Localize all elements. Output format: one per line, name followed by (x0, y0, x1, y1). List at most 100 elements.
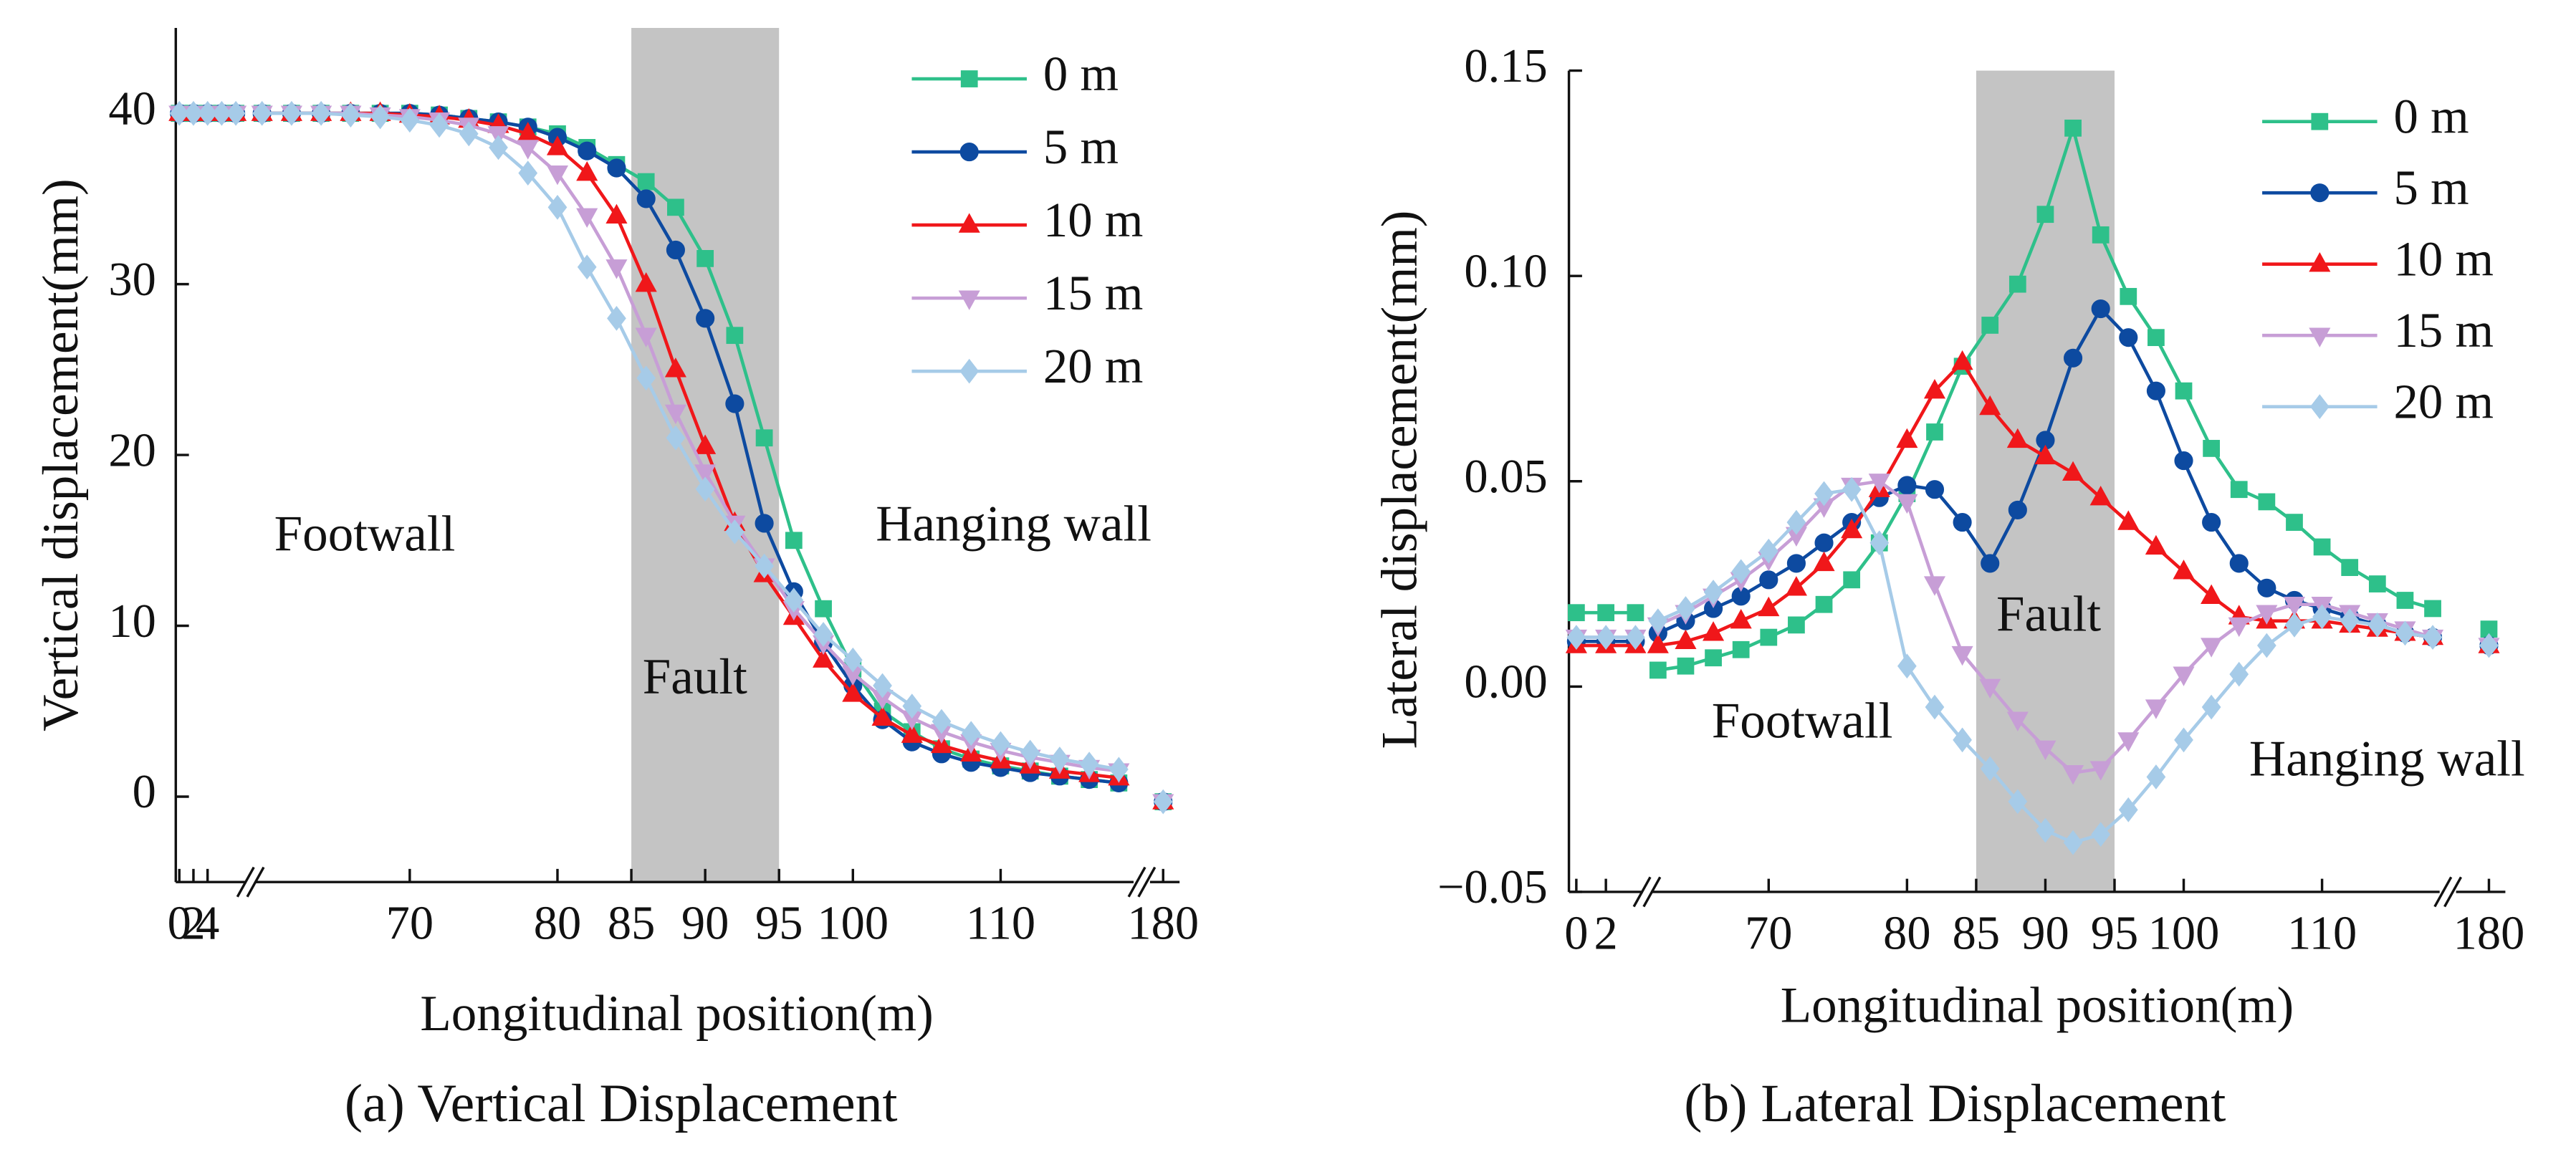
marker (694, 434, 717, 454)
marker (2036, 817, 2055, 843)
marker (2118, 797, 2138, 822)
marker (2201, 584, 2223, 604)
x-tick-label: 80 (534, 898, 581, 950)
marker (664, 404, 686, 425)
marker (843, 647, 863, 673)
x-tick-label: 0 (168, 898, 191, 950)
marker (226, 100, 246, 126)
marker (1923, 378, 1946, 399)
axis-break (236, 866, 255, 898)
marker (2120, 287, 2137, 305)
marker (311, 100, 331, 126)
marker (2309, 251, 2331, 272)
marker (2089, 486, 2112, 506)
marker (1566, 625, 1586, 650)
marker (901, 723, 923, 743)
x-tick-label: 70 (386, 898, 434, 950)
y-tick-label: 0.15 (1464, 40, 1547, 92)
marker (2006, 428, 2029, 448)
marker (1868, 474, 1890, 494)
marker (429, 112, 449, 138)
marker (341, 102, 360, 128)
marker (2146, 764, 2166, 789)
marker (842, 682, 864, 702)
y-tick-label: 0.05 (1464, 451, 1547, 503)
y-axis-label: Lateral displacement(mm) (1372, 211, 1428, 749)
marker (2230, 481, 2248, 499)
marker (370, 104, 390, 130)
marker (400, 107, 420, 133)
marker (1760, 628, 1778, 646)
marker (2229, 554, 2249, 573)
marker (2008, 500, 2027, 519)
y-tick-label: 0.00 (1464, 656, 1547, 709)
legend-label: 0 m (1043, 47, 1119, 101)
marker (1897, 653, 1917, 679)
marker (518, 160, 538, 186)
marker (1788, 616, 1805, 634)
marker (1897, 476, 1917, 495)
marker (636, 365, 656, 391)
marker (1050, 746, 1070, 772)
marker (2091, 299, 2110, 319)
marker (930, 733, 953, 754)
marker (959, 358, 980, 384)
marker (1786, 554, 1806, 573)
y-tick-label: 30 (108, 254, 155, 306)
marker (2309, 327, 2331, 347)
marker (1814, 481, 1834, 507)
marker (1814, 533, 1834, 552)
marker (605, 203, 628, 224)
marker (577, 254, 597, 280)
marker (2064, 119, 2082, 137)
marker (2146, 381, 2165, 400)
marker (785, 532, 803, 549)
marker (1813, 551, 1835, 572)
marker (2311, 112, 2329, 130)
annotation: Fault (643, 649, 747, 705)
x-tick-label: 2 (181, 898, 205, 950)
marker (902, 693, 922, 719)
marker (1079, 752, 1099, 777)
x-tick-label: 85 (608, 898, 655, 950)
marker (2174, 451, 2193, 471)
marker (932, 709, 952, 734)
marker (958, 213, 980, 233)
marker (2286, 514, 2303, 531)
marker (635, 272, 657, 292)
marker (815, 600, 832, 618)
marker (607, 305, 626, 331)
axis-break (1632, 876, 1652, 908)
marker (2256, 605, 2278, 625)
axis-break (1127, 866, 1146, 898)
marker (2340, 608, 2360, 634)
marker (1951, 645, 1973, 666)
marker (1597, 604, 1615, 622)
marker (2117, 510, 2140, 530)
marker (2257, 578, 2276, 597)
x-tick-label: 70 (1745, 907, 1792, 959)
marker (198, 100, 218, 126)
marker (2034, 444, 2057, 465)
x-tick-label: 100 (817, 898, 889, 950)
marker (2173, 666, 2195, 686)
x-tick-label: 2 (1594, 907, 1618, 959)
marker (2201, 694, 2221, 720)
marker (1926, 423, 1943, 441)
caption: (b) Lateral Displacement (1684, 1074, 2226, 1133)
marker (2229, 661, 2249, 687)
axis-break (2433, 876, 2453, 908)
legend-label: 0 m (2394, 89, 2469, 143)
marker (755, 514, 774, 533)
legend-label: 10 m (2394, 231, 2494, 286)
legend-label: 15 m (1043, 266, 1143, 320)
marker (725, 394, 744, 413)
fault-zone (631, 27, 780, 883)
marker (2062, 765, 2084, 785)
x-tick-label: 90 (681, 898, 729, 950)
marker (1677, 657, 1695, 675)
x-tick-label: 180 (2453, 907, 2525, 959)
marker (1703, 580, 1723, 605)
marker (2202, 513, 2221, 532)
marker (1596, 625, 1616, 650)
